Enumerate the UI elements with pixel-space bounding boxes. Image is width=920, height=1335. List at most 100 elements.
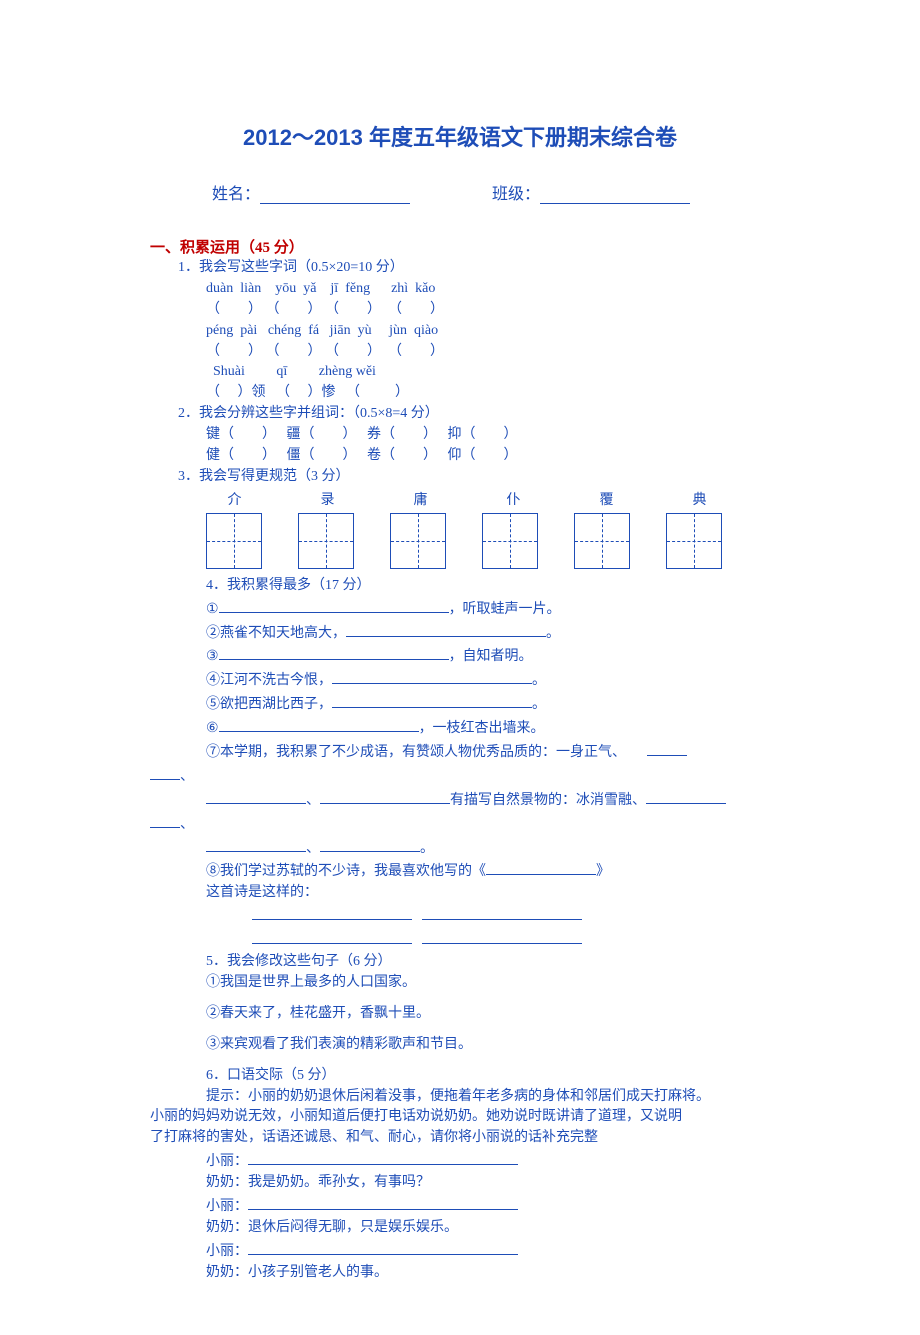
text: ⑦本学期，我积累了不少成语，有赞颂人物优秀品质的：一身正气、 bbox=[206, 745, 626, 760]
blank[interactable] bbox=[248, 1195, 518, 1210]
blank[interactable] bbox=[320, 789, 450, 804]
writing-box[interactable] bbox=[574, 513, 630, 569]
q4-label: 4．我积累得最多（17 分） bbox=[206, 577, 770, 596]
writing-box[interactable] bbox=[666, 513, 722, 569]
q4-item: 、 bbox=[150, 765, 770, 787]
name-label: 姓名： bbox=[212, 180, 260, 204]
text: ⑥ bbox=[206, 721, 219, 736]
q1-row: （ ） （ ） （ ） （ ） bbox=[206, 343, 770, 362]
exam-title: 2012～2013 年度五年级语文下册期末综合卷 bbox=[150, 120, 770, 152]
q4-item: 、有描写自然景物的：冰消雪融、 bbox=[206, 789, 770, 811]
blank[interactable] bbox=[486, 860, 596, 875]
text: 有描写自然景物的：冰消雪融、 bbox=[450, 793, 646, 808]
blank[interactable] bbox=[248, 1150, 518, 1165]
q4-item: ⑥ ，一枝红杏出墙来。 bbox=[206, 717, 770, 739]
q1-row: Shuài qī zhèng wěi bbox=[206, 363, 770, 382]
text: ① bbox=[206, 602, 219, 617]
q6-d4: 奶奶：退休后闷得无聊，只是娱乐娱乐。 bbox=[206, 1219, 770, 1238]
text: ③ bbox=[206, 649, 219, 664]
blank[interactable] bbox=[346, 622, 546, 637]
q6-d3: 小丽： bbox=[206, 1195, 770, 1217]
q1-row: （ ）领 （ ）惨 （ ） bbox=[206, 384, 770, 403]
q6-intro: 了打麻将的害处，话语还诚恳、和气、耐心，请你将小丽说的话补充完整 bbox=[150, 1129, 770, 1148]
q5-label: 5．我会修改这些句子（6 分） bbox=[206, 953, 770, 972]
q4-item: 、。 bbox=[206, 837, 770, 859]
q6-d6: 奶奶：小孩子别管老人的事。 bbox=[206, 1264, 770, 1283]
blank[interactable] bbox=[219, 598, 449, 613]
q6-label: 6．口语交际（5 分） bbox=[206, 1067, 770, 1086]
q4-item: ②燕雀不知天地高大， 。 bbox=[206, 622, 770, 644]
q5-s2: ②春天来了，桂花盛开，香飘十里。 bbox=[206, 1005, 770, 1024]
text: 小丽： bbox=[206, 1154, 248, 1169]
text: 。 bbox=[546, 626, 560, 641]
text: ⑤欲把西湖比西子， bbox=[206, 697, 332, 712]
student-info: 姓名： 班级： bbox=[150, 180, 770, 204]
q2-label: 2．我会分辨这些字并组词：（0.5×8=4 分） bbox=[178, 405, 770, 424]
q4-item bbox=[206, 905, 770, 927]
q1-row: péng pài chéng fá jiān yù jùn qiào bbox=[206, 322, 770, 341]
writing-box[interactable] bbox=[206, 513, 262, 569]
q4-item: ⑦本学期，我积累了不少成语，有赞颂人物优秀品质的：一身正气、 bbox=[206, 741, 770, 763]
q4-item: ③ ，自知者明。 bbox=[206, 645, 770, 667]
text: ②燕雀不知天地高大， bbox=[206, 626, 346, 641]
q4-item: ① ，听取蛙声一片。 bbox=[206, 598, 770, 620]
text: 。 bbox=[532, 673, 546, 688]
q4-item: 、 bbox=[150, 813, 770, 835]
text: 小丽： bbox=[206, 1244, 248, 1259]
q3-boxes bbox=[206, 513, 770, 569]
text: 。 bbox=[532, 697, 546, 712]
q3-label: 3．我会写得更规范（3 分） bbox=[178, 468, 770, 487]
blank[interactable] bbox=[647, 741, 687, 756]
q5-s3: ③来宾观看了我们表演的精彩歌声和节目。 bbox=[206, 1036, 770, 1055]
writing-box[interactable] bbox=[390, 513, 446, 569]
blank[interactable] bbox=[422, 929, 582, 944]
text: 小丽： bbox=[206, 1199, 248, 1214]
blank[interactable] bbox=[332, 693, 532, 708]
q3-char: 庸 bbox=[392, 489, 449, 509]
q4-item bbox=[206, 929, 770, 951]
blank[interactable] bbox=[252, 929, 412, 944]
blank[interactable] bbox=[206, 789, 306, 804]
text: 》 bbox=[596, 864, 610, 879]
section-1-heading: 一、积累运用（45 分） bbox=[150, 236, 770, 257]
writing-box[interactable] bbox=[482, 513, 538, 569]
q6-d5: 小丽： bbox=[206, 1240, 770, 1262]
blank[interactable] bbox=[422, 905, 582, 920]
blank[interactable] bbox=[332, 669, 532, 684]
blank[interactable] bbox=[646, 789, 726, 804]
q4-item: 这首诗是这样的： bbox=[206, 884, 770, 903]
text: ⑧我们学过苏轼的不少诗，我最喜欢他写的《 bbox=[206, 864, 486, 879]
blank[interactable] bbox=[320, 837, 420, 852]
text: ，一枝红杏出墙来。 bbox=[419, 721, 545, 736]
q3-char: 典 bbox=[671, 489, 728, 509]
blank[interactable] bbox=[206, 837, 306, 852]
q1-row: （ ） （ ） （ ） （ ） bbox=[206, 301, 770, 320]
blank[interactable] bbox=[219, 717, 419, 732]
q3-chars: 介 录 庸 仆 覆 典 bbox=[206, 489, 770, 509]
writing-box[interactable] bbox=[298, 513, 354, 569]
blank[interactable] bbox=[252, 905, 412, 920]
q5-s1: ①我国是世界上最多的人口国家。 bbox=[206, 974, 770, 993]
q3-char: 介 bbox=[206, 489, 263, 509]
text: ，听取蛙声一片。 bbox=[449, 602, 561, 617]
q3-char: 覆 bbox=[578, 489, 635, 509]
q1-label: 1．我会写这些字词（0.5×20=10 分） bbox=[178, 259, 770, 278]
blank[interactable] bbox=[150, 765, 180, 780]
q6-d1: 小丽： bbox=[206, 1150, 770, 1172]
q2-row: 健（ ） 僵（ ） 卷（ ） 仰（ ） bbox=[206, 447, 770, 466]
q3-char: 录 bbox=[299, 489, 356, 509]
q6-intro: 小丽的妈妈劝说无效，小丽知道后便打电话劝说奶奶。她劝说时既讲请了道理，又说明 bbox=[150, 1108, 770, 1127]
name-blank[interactable] bbox=[260, 184, 410, 204]
text: ，自知者明。 bbox=[449, 649, 533, 664]
text: ④江河不洗古今恨， bbox=[206, 673, 332, 688]
q2-row: 键（ ） 疆（ ） 券（ ） 抑（ ） bbox=[206, 426, 770, 445]
q6-d2: 奶奶：我是奶奶。乖孙女，有事吗？ bbox=[206, 1174, 770, 1193]
class-blank[interactable] bbox=[540, 184, 690, 204]
q4-item: ⑤欲把西湖比西子， 。 bbox=[206, 693, 770, 715]
q6-intro: 提示：小丽的奶奶退休后闲着没事，便拖着年老多病的身体和邻居们成天打麻将。 bbox=[206, 1088, 770, 1107]
q3-char: 仆 bbox=[485, 489, 542, 509]
blank[interactable] bbox=[150, 813, 180, 828]
class-label: 班级： bbox=[492, 180, 540, 204]
blank[interactable] bbox=[219, 645, 449, 660]
blank[interactable] bbox=[248, 1240, 518, 1255]
